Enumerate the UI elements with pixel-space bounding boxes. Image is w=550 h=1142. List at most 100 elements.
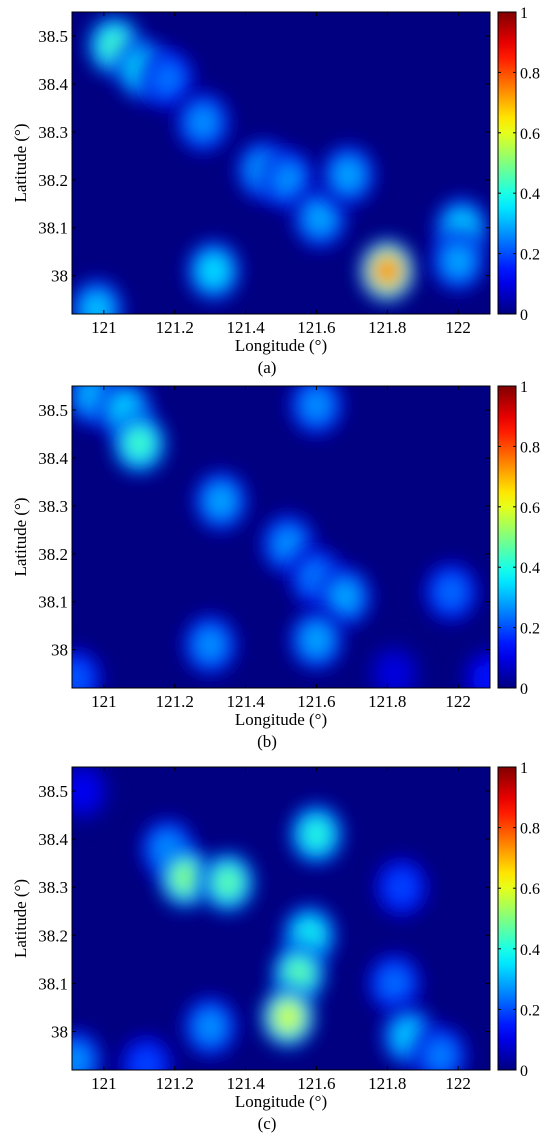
y-tick-label: 38	[51, 1023, 68, 1042]
colorbar-tick-label: 0.2	[520, 621, 540, 638]
x-axis-label: Longitude (°)	[235, 1092, 327, 1111]
colorbar-tick-label: 1	[520, 379, 528, 396]
x-tick-label: 121.4	[226, 318, 265, 337]
heat-blob	[461, 646, 490, 688]
x-tick-label: 121.8	[368, 1074, 406, 1093]
y-tick-label: 38.2	[38, 545, 68, 564]
heat-blob	[366, 641, 423, 688]
heat-blob	[72, 1028, 104, 1070]
x-tick-label: 122	[445, 1074, 471, 1093]
y-axis-label: Latitude (°)	[11, 879, 30, 958]
heat-blob	[316, 565, 373, 629]
colorbar-tick-label: 1	[520, 5, 528, 22]
colorbar-tick-label: 0.2	[520, 1002, 540, 1019]
colorbar-tick-label: 0.6	[520, 126, 540, 143]
x-tick-label: 121.8	[368, 692, 406, 711]
y-tick-label: 38	[51, 267, 68, 286]
y-tick-label: 38.4	[38, 449, 68, 468]
colorbar-tick-label: 0	[520, 681, 528, 698]
heat-blob	[366, 951, 423, 1016]
panel-caption: (b)	[257, 732, 277, 751]
colorbar	[497, 11, 517, 315]
heat-blob	[72, 277, 125, 314]
heat-blob	[199, 850, 257, 915]
plot-frame	[71, 766, 491, 1071]
y-tick-label: 38.5	[38, 782, 68, 801]
colorbar-tick-label: 0.8	[520, 821, 540, 838]
y-tick-label: 38.1	[38, 219, 68, 238]
heat-blob	[259, 148, 317, 212]
panel-caption: (c)	[258, 1114, 277, 1133]
heat-blob	[259, 985, 317, 1049]
x-tick-label: 121.4	[226, 692, 265, 711]
heatmap-panel-3: 121 121.2 121.4 121.6 121.8 122 38 38.1 38.2 38.3…	[11, 760, 540, 1133]
heat-blob	[429, 229, 487, 293]
colorbar-tick-label: 0.4	[520, 186, 540, 203]
x-tick-label: 121.6	[297, 692, 335, 711]
heat-blob	[192, 469, 249, 533]
heat-blob	[288, 802, 345, 867]
colorbar-tick-label: 0.4	[520, 942, 540, 959]
colorbar-tick-label: 0	[520, 307, 528, 324]
y-tick-label: 38.3	[38, 123, 68, 142]
x-tick-label: 122	[445, 692, 471, 711]
heat-blob	[359, 239, 416, 303]
x-tick-label: 121.4	[226, 1074, 265, 1093]
heatmap-panel-2: 121 121.2 121.4 121.6 121.8 122 38 38.1 38.2 38.3…	[11, 379, 540, 751]
plot-frame	[71, 385, 491, 689]
heat-blob	[291, 186, 349, 250]
y-axis-label: Latitude (°)	[11, 123, 30, 202]
x-tick-label: 121	[91, 1074, 117, 1093]
x-tick-label: 122	[445, 318, 471, 337]
heatmap-panel-1: 121 121.2 121.4 121.6 121.8 122 38 38.1 38.2 38.3…	[11, 5, 540, 377]
x-tick-label: 121.8	[368, 318, 406, 337]
x-tick-label: 121.2	[156, 1074, 194, 1093]
heat-blob	[157, 845, 214, 910]
y-tick-label: 38.3	[38, 878, 68, 897]
y-tick-label: 38	[51, 641, 68, 660]
heat-blob	[72, 646, 104, 688]
y-tick-label: 38.2	[38, 171, 68, 190]
heat-blob	[412, 1023, 469, 1070]
colorbar-tick-label: 0.6	[520, 881, 540, 898]
heat-blob	[181, 613, 239, 677]
colorbar	[497, 766, 517, 1071]
heat-blob	[181, 995, 239, 1059]
colorbar-tick-label: 0.6	[520, 500, 540, 517]
heat-blob	[72, 767, 111, 823]
heat-blob	[288, 386, 345, 437]
y-tick-label: 38.3	[38, 497, 68, 516]
colorbar-tick-label: 0	[520, 1063, 528, 1080]
x-axis-label: Longitude (°)	[235, 336, 327, 355]
heat-blob	[373, 855, 430, 919]
colorbar-tick-label: 1	[520, 760, 528, 777]
x-tick-label: 121	[91, 318, 117, 337]
y-tick-label: 38.4	[38, 75, 68, 94]
y-axis-label: Latitude (°)	[11, 497, 30, 576]
y-tick-label: 38.1	[38, 974, 68, 993]
x-axis-label: Longitude (°)	[235, 710, 327, 729]
heat-blob	[139, 47, 196, 111]
heat-blob	[111, 411, 168, 476]
y-tick-label: 38.4	[38, 830, 68, 849]
x-tick-label: 121.2	[156, 318, 194, 337]
colorbar-tick-label: 0.8	[520, 65, 540, 82]
heat-blob	[422, 560, 480, 624]
heat-blob	[174, 90, 232, 154]
plot-frame	[71, 11, 491, 315]
y-tick-label: 38.1	[38, 593, 68, 612]
y-tick-label: 38.5	[38, 27, 68, 46]
panel-caption: (a)	[258, 358, 277, 377]
x-tick-label: 121.6	[297, 318, 335, 337]
colorbar-tick-label: 0.2	[520, 247, 540, 264]
colorbar	[497, 385, 517, 689]
x-tick-label: 121.6	[297, 1074, 335, 1093]
heat-blob	[320, 143, 377, 207]
heat-blob	[118, 1033, 175, 1070]
x-tick-label: 121	[91, 692, 117, 711]
colorbar-tick-label: 0.4	[520, 560, 540, 577]
heat-blob	[185, 239, 242, 303]
colorbar-tick-label: 0.8	[520, 439, 540, 456]
x-tick-label: 121.2	[156, 692, 194, 711]
